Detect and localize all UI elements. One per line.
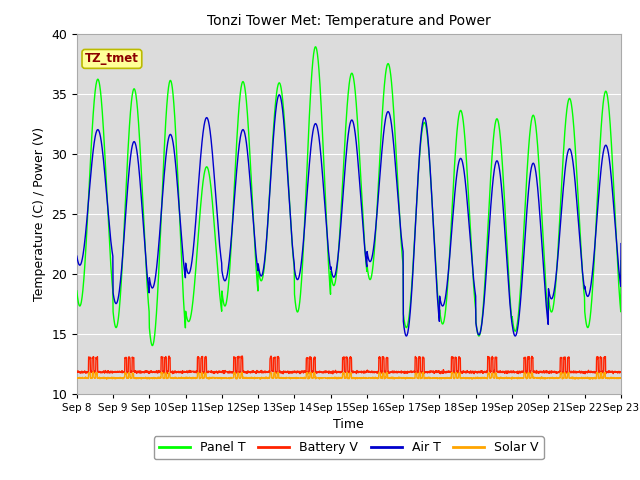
Line: Solar V: Solar V — [77, 372, 640, 379]
Panel T — [575, 211, 583, 216]
Panel T — [73, 288, 81, 294]
Line: Battery V: Battery V — [77, 356, 640, 374]
Battery V — [73, 369, 81, 374]
Solar V — [257, 375, 264, 381]
Text: TZ_tmet: TZ_tmet — [85, 52, 139, 65]
Panel T — [257, 276, 264, 282]
Battery V — [131, 368, 139, 373]
Panel T — [403, 324, 410, 330]
Solar V — [102, 376, 110, 382]
Title: Tonzi Tower Met: Temperature and Power: Tonzi Tower Met: Temperature and Power — [207, 14, 491, 28]
Battery V — [257, 368, 264, 374]
Battery V — [403, 370, 410, 375]
Solar V — [403, 375, 410, 381]
Solar V — [90, 369, 97, 375]
Battery V — [542, 369, 550, 374]
Air T — [511, 333, 519, 339]
Air T — [575, 227, 583, 233]
Air T — [542, 302, 550, 308]
Panel T — [131, 87, 139, 93]
Panel T — [542, 289, 550, 295]
Air T — [275, 92, 283, 98]
Panel T — [312, 44, 319, 50]
Solar V — [542, 375, 550, 381]
Panel T — [148, 343, 156, 348]
Battery V — [239, 353, 246, 359]
X-axis label: Time: Time — [333, 418, 364, 431]
Battery V — [575, 370, 583, 375]
Solar V — [73, 375, 81, 381]
Line: Air T: Air T — [77, 95, 640, 336]
Air T — [73, 253, 81, 259]
Solar V — [131, 376, 139, 382]
Y-axis label: Temperature (C) / Power (V): Temperature (C) / Power (V) — [33, 127, 45, 300]
Air T — [131, 139, 139, 145]
Air T — [403, 333, 410, 339]
Battery V — [329, 371, 337, 377]
Legend: Panel T, Battery V, Air T, Solar V: Panel T, Battery V, Air T, Solar V — [154, 436, 544, 459]
Line: Panel T: Panel T — [77, 47, 640, 346]
Air T — [256, 271, 264, 277]
Solar V — [575, 375, 583, 381]
